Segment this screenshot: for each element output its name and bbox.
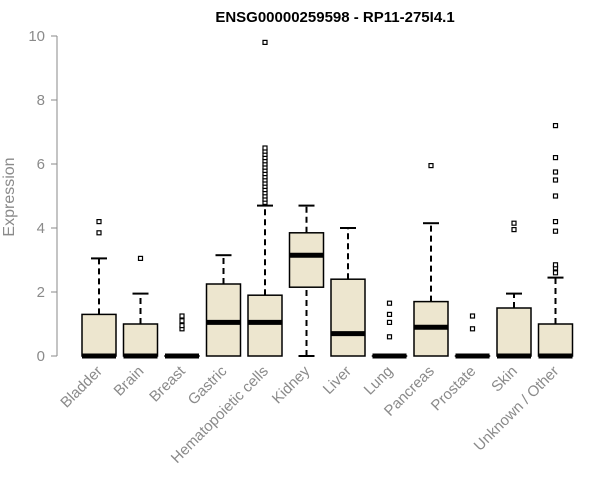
boxes-group	[81, 39, 574, 359]
x-tick-label: Prostate	[428, 363, 480, 415]
x-tick-label: Breast	[146, 362, 189, 405]
box-brain	[122, 255, 159, 359]
box-rect	[496, 307, 532, 357]
box-prostate	[454, 313, 491, 359]
outlier-point	[552, 177, 559, 183]
outlier-point	[179, 313, 185, 319]
box-rect	[537, 323, 574, 357]
outlier-point	[552, 193, 559, 199]
x-tick-label: Lung	[361, 363, 397, 399]
outlier-point	[386, 319, 393, 325]
chart-title: ENSG00000259598 - RP11-275I4.1	[215, 9, 454, 26]
box-bladder	[81, 219, 117, 359]
box-pancreas	[413, 163, 449, 357]
outlier-point	[96, 219, 102, 225]
x-tick-label: Liver	[320, 363, 355, 398]
x-tick-label: Brain	[111, 363, 148, 400]
outlier-point	[552, 155, 559, 161]
outlier-point	[262, 39, 268, 46]
outlier-point	[428, 163, 434, 169]
y-axis: 0 2 4 6 8 10	[28, 28, 58, 365]
y-tick-label: 10	[28, 28, 45, 45]
y-tick-label: 8	[37, 92, 45, 109]
box-gastric	[205, 254, 242, 357]
box-liver	[330, 227, 366, 357]
y-axis-label: Expression	[1, 157, 18, 236]
box-hematopoietic-cells	[247, 39, 283, 357]
outlier-point	[552, 228, 559, 234]
outlier-point	[552, 219, 559, 225]
box-skin	[496, 220, 532, 359]
box-lung	[371, 300, 408, 359]
y-tick-label: 4	[37, 220, 45, 237]
outlier-point	[552, 270, 559, 276]
outlier-point	[137, 255, 144, 261]
outlier-point	[386, 334, 393, 340]
outlier-point	[511, 227, 517, 233]
box-rect	[247, 294, 283, 357]
box-breast	[164, 313, 200, 359]
box-rect	[122, 323, 159, 357]
outlier-point	[96, 230, 102, 236]
outlier-point	[469, 313, 476, 319]
outlier-point	[262, 145, 268, 151]
box-rect	[81, 313, 117, 357]
outlier-point	[552, 122, 559, 129]
box-rect	[330, 278, 366, 357]
y-tick-label: 0	[37, 348, 45, 365]
outlier-point	[511, 220, 517, 226]
x-tick-label: Kidney	[269, 362, 314, 407]
y-tick-label: 2	[37, 284, 45, 301]
y-tick-label: 6	[37, 156, 45, 173]
outlier-point	[179, 323, 185, 329]
box-rect	[288, 232, 325, 288]
box-kidney	[288, 204, 325, 357]
outlier-point	[386, 311, 393, 317]
outlier-point	[179, 318, 185, 324]
x-tick-label: Bladder	[57, 363, 106, 412]
x-tick-label: Skin	[488, 363, 521, 396]
outlier-point	[469, 326, 476, 332]
outlier-point	[552, 169, 559, 175]
box-unknown-other	[537, 122, 574, 359]
outlier-point	[552, 262, 559, 268]
outlier-point	[386, 300, 393, 306]
